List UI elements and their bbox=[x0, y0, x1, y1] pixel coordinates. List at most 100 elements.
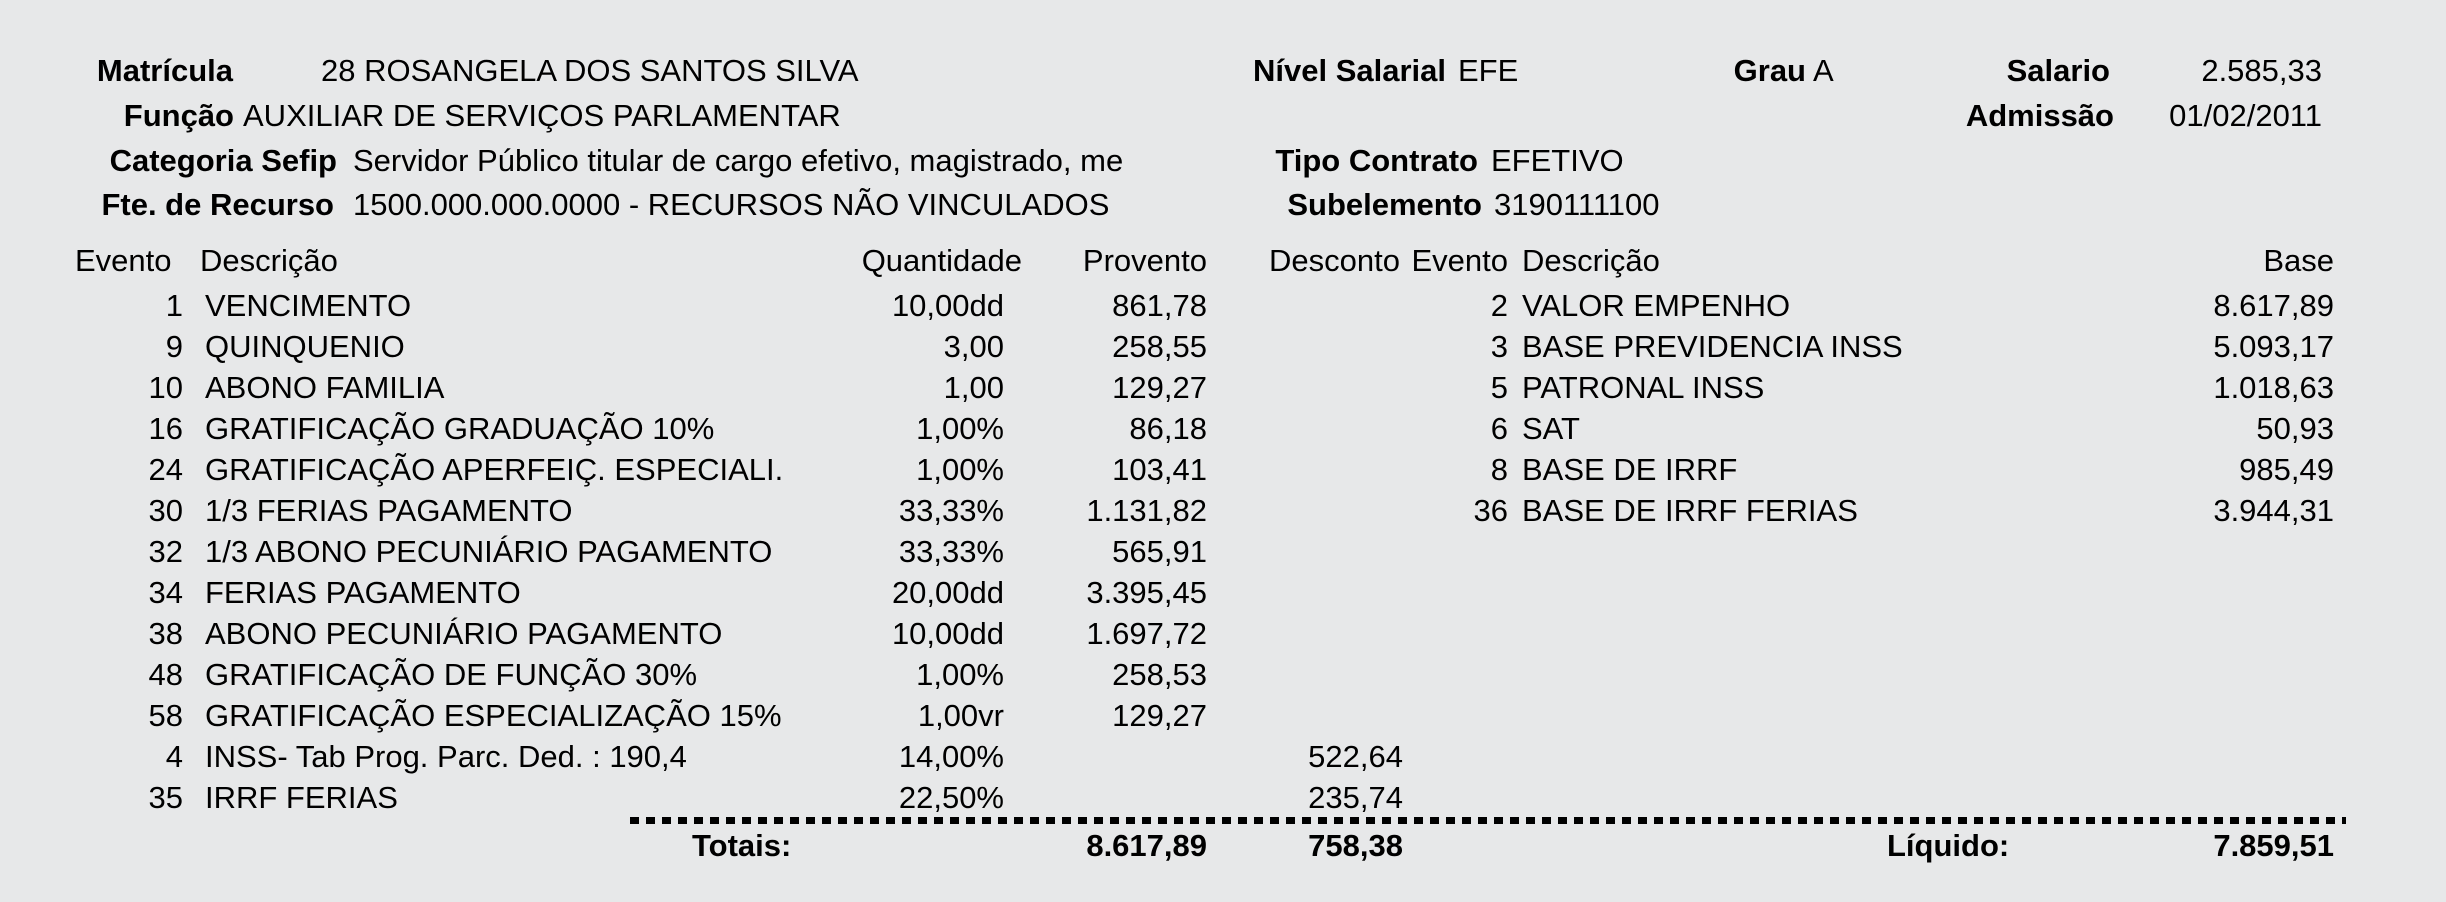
table-row-left: 16 GRATIFICAÇÃO GRADUAÇÃO 10% 1,00% 86,18 bbox=[0, 408, 2446, 449]
salario-label: Salario bbox=[2006, 53, 2110, 88]
evento-cell: 32 bbox=[148, 534, 183, 569]
col-header-base: Base bbox=[2263, 243, 2334, 278]
quantidade-cell: 3,00 bbox=[943, 329, 1004, 364]
provento-cell: 565,91 bbox=[1112, 534, 1207, 569]
col-header-provento: Provento bbox=[1082, 243, 1207, 278]
salario-value: 2.585,33 bbox=[2201, 53, 2322, 88]
quantidade-cell: 33,33% bbox=[898, 534, 1004, 569]
evento-cell: 30 bbox=[148, 493, 183, 528]
quantidade-cell: 14,00% bbox=[898, 739, 1004, 774]
fte-de-recurso-value: 1500.000.000.0000 - RECURSOS NÃO VINCULA… bbox=[353, 187, 1110, 222]
descricao-cell: BASE PREVIDENCIA INSS bbox=[1522, 329, 1903, 364]
descricao-cell: GRATIFICAÇÃO DE FUNÇÃO 30% bbox=[205, 657, 698, 692]
funcao-label: Função bbox=[123, 98, 234, 133]
table-row-right: 2 VALOR EMPENHO 8.617,89 bbox=[0, 285, 2446, 326]
matricula-label: Matrícula bbox=[96, 53, 233, 88]
base-cell: 5.093,17 bbox=[2213, 329, 2334, 364]
quantidade-cell: 1,00 bbox=[943, 370, 1004, 405]
totals-row: Totais: 8.617,89 758,38 Líquido: 7.859,5… bbox=[0, 825, 2446, 866]
categoria-sefip-value: Servidor Público titular de cargo efetiv… bbox=[353, 143, 1124, 178]
evento-cell: 48 bbox=[148, 657, 183, 692]
evento-cell: 9 bbox=[165, 329, 183, 364]
subelemento-value: 3190111100 bbox=[1494, 187, 1660, 222]
quantidade-cell: 20,00dd bbox=[891, 575, 1004, 610]
descricao-cell: ABONO FAMILIA bbox=[205, 370, 445, 405]
base-cell: 1.018,63 bbox=[2213, 370, 2334, 405]
descricao-cell: BASE DE IRRF bbox=[1522, 452, 1738, 487]
evento-cell: 36 bbox=[1473, 493, 1508, 528]
base-cell: 3.944,31 bbox=[2213, 493, 2334, 528]
table-row-left: 38 ABONO PECUNIÁRIO PAGAMENTO 10,00dd 1.697… bbox=[0, 613, 2446, 654]
grau-value: A bbox=[1813, 53, 1834, 88]
fte-de-recurso-label: Fte. de Recurso bbox=[101, 187, 334, 222]
matricula-value: 28 ROSANGELA DOS SANTOS SILVA bbox=[321, 53, 859, 88]
totals-divider bbox=[630, 817, 2346, 824]
tipo-contrato-label: Tipo Contrato bbox=[1275, 143, 1478, 178]
header-line-1: Matrícula 28 ROSANGELA DOS SANTOS SILVA … bbox=[0, 52, 2446, 90]
table-row-left: 58 GRATIFICAÇÃO ESPECIALIZAÇÃO 15% 1,00vr 1… bbox=[0, 695, 2446, 736]
descricao-cell: VENCIMENTO bbox=[205, 288, 412, 323]
quantidade-cell: 22,50% bbox=[898, 780, 1004, 815]
descricao-cell: QUINQUENIO bbox=[205, 329, 405, 364]
admissao-label: Admissão bbox=[1965, 98, 2114, 133]
descricao-cell: SAT bbox=[1522, 411, 1580, 446]
base-cell: 50,93 bbox=[2256, 411, 2334, 446]
evento-cell: 5 bbox=[1490, 370, 1508, 405]
quantidade-cell: 1,00vr bbox=[917, 698, 1004, 733]
provento-cell: 1.131,82 bbox=[1086, 493, 1207, 528]
table-row-left: 10 ABONO FAMILIA 1,00 129,27 bbox=[0, 367, 2446, 408]
desconto-cell: 235,74 bbox=[1308, 780, 1403, 815]
table-row-left: 34 FERIAS PAGAMENTO 20,00dd 3.395,45 bbox=[0, 572, 2446, 613]
nivel-salarial-label: Nível Salarial bbox=[1252, 53, 1446, 88]
funcao-value: AUXILIAR DE SERVIÇOS PARLAMENTAR bbox=[243, 98, 841, 133]
categoria-sefip-label: Categoria Sefip bbox=[109, 143, 337, 178]
descricao-cell: 1/3 FERIAS PAGAMENTO bbox=[205, 493, 573, 528]
evento-cell: 4 bbox=[165, 739, 183, 774]
provento-cell: 3.395,45 bbox=[1086, 575, 1207, 610]
evento-cell: 8 bbox=[1490, 452, 1508, 487]
admissao-value: 01/02/2011 bbox=[2169, 98, 2322, 133]
subelemento-label: Subelemento bbox=[1287, 187, 1482, 222]
base-cell: 8.617,89 bbox=[2213, 288, 2334, 323]
evento-cell: 1 bbox=[165, 288, 183, 323]
evento-cell: 3 bbox=[1490, 329, 1508, 364]
descricao-cell: 1/3 ABONO PECUNIÁRIO PAGAMENTO bbox=[205, 534, 773, 569]
provento-cell: 258,53 bbox=[1112, 657, 1207, 692]
provento-cell: 86,18 bbox=[1129, 411, 1207, 446]
table-row-left: 4 INSS- Tab Prog. Parc. Ded. : 190,4 14,00… bbox=[0, 736, 2446, 777]
base-cell: 985,49 bbox=[2239, 452, 2334, 487]
table-header-row: Evento Descrição Quantidade Provento Des… bbox=[0, 240, 2446, 281]
header-line-4: Fte. de Recurso 1500.000.000.0000 - RECU… bbox=[0, 186, 2446, 224]
table-row-left: 1 VENCIMENTO 10,00dd 861,78 bbox=[0, 285, 2446, 326]
provento-total: 8.617,89 bbox=[1086, 828, 1207, 863]
evento-cell: 16 bbox=[148, 411, 183, 446]
desconto-cell: 522,64 bbox=[1308, 739, 1403, 774]
evento-cell: 34 bbox=[148, 575, 183, 610]
table-row-right: 36 BASE DE IRRF FERIAS 3.944,31 bbox=[0, 490, 2446, 531]
quantidade-cell: 10,00dd bbox=[891, 616, 1004, 651]
header-line-2: Função AUXILIAR DE SERVIÇOS PARLAMENTAR … bbox=[0, 97, 2446, 135]
col-header-quantidade: Quantidade bbox=[861, 243, 1022, 278]
provento-cell: 258,55 bbox=[1112, 329, 1207, 364]
descricao-cell: FERIAS PAGAMENTO bbox=[205, 575, 521, 610]
evento-cell: 24 bbox=[148, 452, 183, 487]
descricao-cell: GRATIFICAÇÃO GRADUAÇÃO 10% bbox=[205, 411, 715, 446]
evento-cell: 6 bbox=[1490, 411, 1508, 446]
liquido-label: Líquido: bbox=[1887, 828, 2010, 863]
quantidade-cell: 1,00% bbox=[916, 452, 1004, 487]
descricao-cell: GRATIFICAÇÃO APERFEIÇ. ESPECIALI. bbox=[205, 452, 784, 487]
table-row-right: 3 BASE PREVIDENCIA INSS 5.093,17 bbox=[0, 326, 2446, 367]
table-row-left: 48 GRATIFICAÇÃO DE FUNÇÃO 30% 1,00% 258,53 bbox=[0, 654, 2446, 695]
table-row-left: 30 1/3 FERIAS PAGAMENTO 33,33% 1.131,82 bbox=[0, 490, 2446, 531]
table-row-right: 5 PATRONAL INSS 1.018,63 bbox=[0, 367, 2446, 408]
evento-cell: 2 bbox=[1490, 288, 1508, 323]
col-header-evento-left: Evento bbox=[75, 243, 172, 278]
evento-cell: 58 bbox=[148, 698, 183, 733]
quantidade-cell: 33,33% bbox=[898, 493, 1004, 528]
quantidade-cell: 1,00% bbox=[916, 411, 1004, 446]
col-header-desconto: Desconto bbox=[1269, 243, 1400, 278]
descricao-cell: ABONO PECUNIÁRIO PAGAMENTO bbox=[205, 616, 723, 651]
provento-cell: 103,41 bbox=[1112, 452, 1207, 487]
table-row-right: 6 SAT 50,93 bbox=[0, 408, 2446, 449]
